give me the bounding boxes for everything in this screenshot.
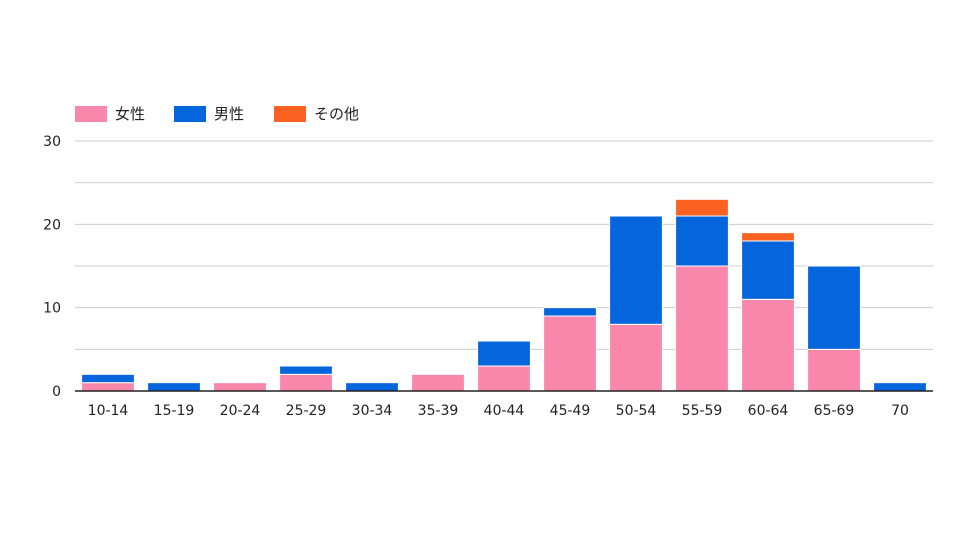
legend-label-2: その他 [314, 105, 359, 123]
bar-70-series-1 [873, 382, 927, 392]
x-tick-label: 20-24 [220, 403, 261, 419]
bar-60-64-series-1 [741, 240, 795, 300]
x-tick-label: 70 [891, 403, 909, 419]
bar-60-64-series-2 [741, 232, 795, 242]
x-tick-label: 10-14 [88, 403, 129, 419]
legend-swatch-1 [174, 106, 206, 122]
legend-swatch-0 [75, 106, 107, 122]
x-tick-label: 25-29 [286, 403, 327, 419]
x-tick-label: 55-59 [682, 403, 723, 419]
bar-50-54-series-1 [609, 215, 663, 325]
x-tick-label: 45-49 [550, 403, 591, 419]
bar-45-49-series-1 [543, 307, 597, 317]
legend-label-0: 女性 [115, 105, 145, 123]
x-tick-label: 60-64 [748, 403, 789, 419]
bar-20-24-series-0 [213, 382, 267, 392]
bar-25-29-series-0 [279, 373, 333, 392]
y-tick-label: 20 [43, 217, 61, 233]
legend-swatch-2 [274, 106, 306, 122]
x-tick-label: 40-44 [484, 403, 525, 419]
gridlines [75, 140, 933, 350]
bar-65-69-series-0 [807, 348, 861, 392]
bar-55-59-series-2 [675, 198, 729, 217]
bar-55-59-series-0 [675, 265, 729, 392]
x-axis-ticks: 10-14 15-19 20-24 25-29 30-34 35-39 40-44 45-49… [88, 403, 909, 419]
bar-10-14-series-0 [81, 382, 135, 392]
bar-65-69-series-1 [807, 265, 861, 350]
bar-50-54-series-0 [609, 323, 663, 392]
x-tick-label: 65-69 [814, 403, 855, 419]
bar-60-64-series-0 [741, 298, 795, 392]
y-axis-ticks: 0 10 20 30 [43, 134, 61, 400]
bar-10-14-series-1 [81, 373, 135, 384]
bar-25-29-series-1 [279, 365, 333, 375]
bar-45-49-series-0 [543, 315, 597, 392]
y-tick-label: 0 [52, 384, 61, 400]
bar-40-44-series-1 [477, 340, 531, 367]
legend: 女性 男性 その他 [75, 105, 359, 123]
bar-15-19-series-1 [147, 382, 201, 392]
y-tick-label: 10 [43, 301, 61, 317]
bar-30-34-series-1 [345, 382, 399, 392]
x-tick-label: 35-39 [418, 403, 459, 419]
y-tick-label: 30 [43, 134, 61, 150]
bars [81, 198, 927, 392]
legend-label-1: 男性 [214, 105, 244, 123]
x-tick-label: 50-54 [616, 403, 657, 419]
bar-55-59-series-1 [675, 215, 729, 267]
x-tick-label: 15-19 [154, 403, 195, 419]
bar-40-44-series-0 [477, 365, 531, 392]
bar-35-39-series-0 [411, 373, 465, 392]
x-tick-label: 30-34 [352, 403, 393, 419]
